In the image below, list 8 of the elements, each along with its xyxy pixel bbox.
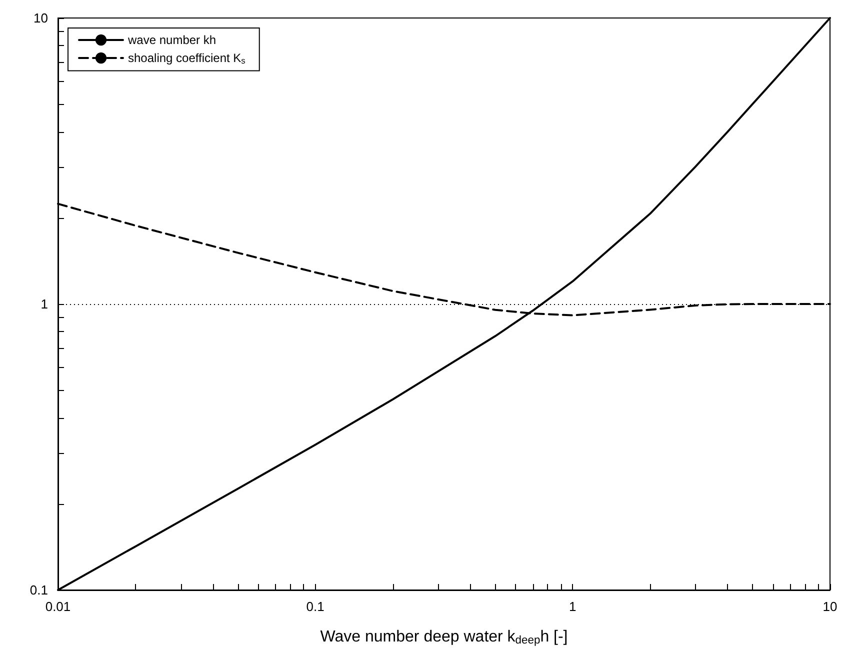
y-tick-label: 1: [40, 296, 48, 312]
y-tick-label: 10: [34, 10, 48, 26]
y-tick-label: 0.1: [30, 582, 48, 598]
x-tick-label: 1: [569, 599, 576, 614]
x-tick-label: 0.01: [45, 599, 71, 614]
x-tick-label: 0.1: [306, 599, 324, 614]
x-tick-label: 10: [822, 599, 838, 614]
legend-label: wave number kh: [127, 33, 216, 47]
